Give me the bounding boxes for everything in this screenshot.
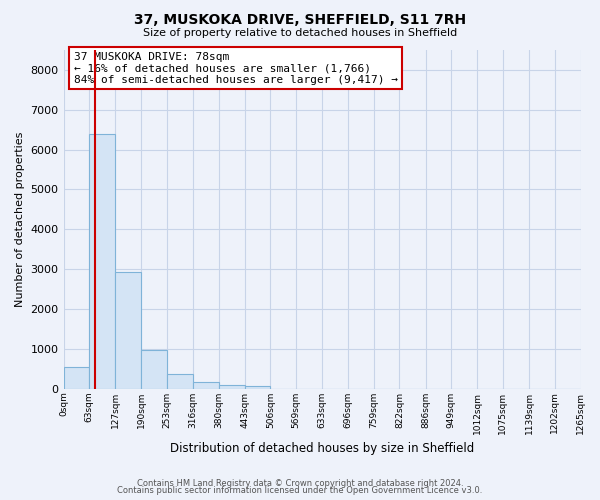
Bar (219, 385, 245, 389)
Bar (64, 367, 89, 389)
X-axis label: Distribution of detached houses by size in Sheffield: Distribution of detached houses by size … (170, 442, 474, 455)
Text: Size of property relative to detached houses in Sheffield: Size of property relative to detached ho… (143, 28, 457, 38)
Bar (167, 374, 193, 389)
Text: 37 MUSKOKA DRIVE: 78sqm
← 16% of detached houses are smaller (1,766)
84% of semi: 37 MUSKOKA DRIVE: 78sqm ← 16% of detache… (74, 52, 398, 85)
Bar (89, 134, 115, 389)
Text: 37, MUSKOKA DRIVE, SHEFFIELD, S11 7RH: 37, MUSKOKA DRIVE, SHEFFIELD, S11 7RH (134, 12, 466, 26)
Bar (245, 386, 271, 389)
Text: Contains public sector information licensed under the Open Government Licence v3: Contains public sector information licen… (118, 486, 482, 495)
Bar (193, 382, 219, 389)
Bar (115, 272, 141, 389)
Text: Contains HM Land Registry data © Crown copyright and database right 2024.: Contains HM Land Registry data © Crown c… (137, 478, 463, 488)
Bar (141, 350, 167, 389)
Y-axis label: Number of detached properties: Number of detached properties (15, 132, 25, 307)
